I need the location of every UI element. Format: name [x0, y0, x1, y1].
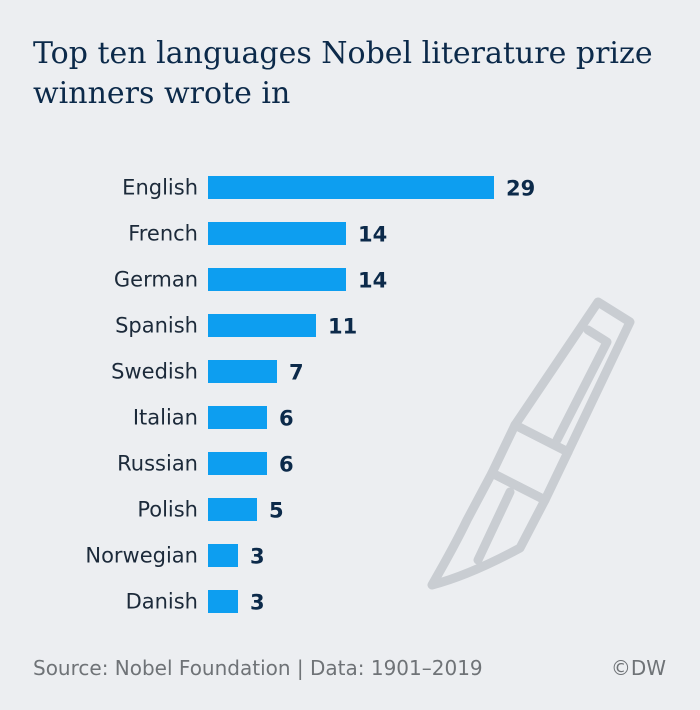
value-label-spanish: 11 — [328, 315, 357, 339]
bar-spanish — [208, 314, 316, 337]
category-label-polish: Polish — [137, 498, 198, 522]
bar-polish — [208, 498, 257, 521]
category-label-english: English — [122, 176, 198, 200]
category-label-norwegian: Norwegian — [85, 544, 198, 568]
source-note: Source: Nobel Foundation | Data: 1901–20… — [33, 656, 483, 680]
bar-english — [208, 176, 494, 199]
bar-french — [208, 222, 346, 245]
bar-danish — [208, 590, 238, 613]
value-label-english: 29 — [506, 177, 535, 201]
bar-chart: English 29 French 14 German 14 Spanish 11 Swedis… — [85, 176, 635, 615]
category-label-italian: Italian — [133, 406, 198, 430]
category-label-german: German — [114, 268, 198, 292]
category-label-spanish: Spanish — [115, 314, 198, 338]
value-label-italian: 6 — [279, 407, 294, 431]
category-label-danish: Danish — [126, 590, 198, 614]
category-label-french: French — [128, 222, 198, 246]
fountain-pen-icon — [427, 297, 635, 590]
bar-russian — [208, 452, 267, 475]
value-label-german: 14 — [358, 269, 387, 293]
value-label-russian: 6 — [279, 453, 294, 477]
bar-italian — [208, 406, 267, 429]
category-label-swedish: Swedish — [111, 360, 198, 384]
bars-group: English 29 French 14 German 14 Spanish 11 Swedis… — [85, 176, 535, 615]
copyright-credit: ©DW — [610, 656, 666, 680]
category-label-russian: Russian — [117, 452, 198, 476]
bar-german — [208, 268, 346, 291]
chart-title: Top ten languages Nobel literature prize… — [33, 36, 653, 111]
bar-norwegian — [208, 544, 238, 567]
value-label-polish: 5 — [269, 499, 284, 523]
value-label-french: 14 — [358, 223, 387, 247]
value-label-danish: 3 — [250, 591, 265, 615]
bar-swedish — [208, 360, 277, 383]
value-label-swedish: 7 — [289, 361, 304, 385]
value-label-norwegian: 3 — [250, 545, 265, 569]
